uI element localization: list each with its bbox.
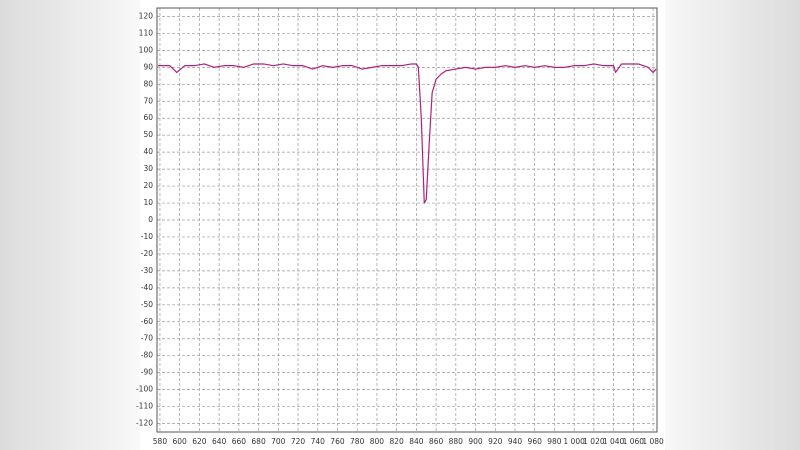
y-tick-label: -90	[141, 368, 153, 377]
y-tick-label: -120	[136, 419, 153, 428]
x-tick-label: 960	[528, 437, 543, 446]
x-tick-label: 680	[251, 437, 266, 446]
x-tick-label: 580	[153, 437, 168, 446]
y-tick-label: -70	[141, 334, 153, 343]
y-tick-label: 10	[143, 198, 153, 207]
x-tick-label: 720	[291, 437, 306, 446]
y-tick-label: 60	[143, 113, 153, 122]
x-tick-label: 1 020	[583, 437, 605, 446]
x-tick-label: 980	[547, 437, 562, 446]
x-tick-label: 620	[192, 437, 207, 446]
x-tick-label: 1 000	[563, 437, 585, 446]
chart-panel	[140, 0, 665, 450]
x-tick-label: 660	[232, 437, 247, 446]
x-tick-label: 1 060	[623, 437, 645, 446]
plot-frame	[156, 7, 658, 433]
x-tick-label: 640	[212, 437, 227, 446]
data-line	[157, 63, 657, 204]
y-tick-label: 70	[143, 96, 153, 105]
y-tick-label: -10	[141, 232, 153, 241]
x-tick-label: 860	[429, 437, 444, 446]
y-tick-label: 120	[139, 11, 154, 20]
y-tick-label: 110	[139, 28, 154, 37]
x-tick-label: 700	[271, 437, 286, 446]
y-tick-label: 100	[139, 45, 154, 54]
y-tick-label: -80	[141, 351, 153, 360]
y-tick-label: -100	[136, 385, 153, 394]
x-tick-label: 940	[508, 437, 523, 446]
x-tick-label: 920	[488, 437, 503, 446]
grid	[157, 8, 657, 432]
x-tick-label: 1 080	[642, 437, 664, 446]
x-tick-label: 740	[311, 437, 326, 446]
y-tick-label: -30	[141, 266, 153, 275]
y-tick-label: 20	[143, 181, 153, 190]
x-tick-label: 880	[449, 437, 464, 446]
y-tick-label: 0	[148, 215, 153, 224]
y-tick-label: -40	[141, 283, 153, 292]
x-tick-label: 1 040	[603, 437, 625, 446]
y-tick-label: 30	[143, 164, 153, 173]
x-tick-label: 840	[409, 437, 424, 446]
y-tick-label: -50	[141, 300, 153, 309]
x-tick-label: 780	[350, 437, 365, 446]
x-tick-label: 800	[370, 437, 385, 446]
y-tick-label: 80	[143, 79, 153, 88]
y-tick-label: -20	[141, 249, 153, 258]
x-tick-label: 900	[468, 437, 483, 446]
y-tick-label: -60	[141, 317, 153, 326]
y-tick-label: 50	[143, 130, 153, 139]
x-tick-label: 760	[330, 437, 345, 446]
y-tick-label: 40	[143, 147, 153, 156]
y-tick-label: 90	[143, 62, 153, 71]
x-tick-label: 820	[389, 437, 404, 446]
y-tick-label: -110	[136, 402, 153, 411]
x-tick-label: 600	[173, 437, 188, 446]
